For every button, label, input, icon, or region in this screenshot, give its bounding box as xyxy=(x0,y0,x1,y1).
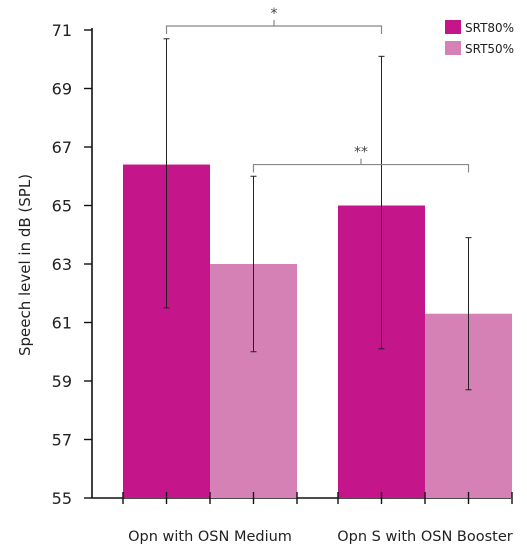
y-tick-label: 63 xyxy=(52,255,72,274)
y-tick-label: 71 xyxy=(52,21,72,40)
y-tick-label: 67 xyxy=(52,138,72,157)
legend-label: SRT80% xyxy=(465,21,514,35)
y-tick-label: 65 xyxy=(52,197,72,216)
y-tick-label: 69 xyxy=(52,80,72,99)
significance-bracket xyxy=(165,25,383,34)
plot-area: 55 57 59 61 63 65 67 69 71 Opn with OSN Medium Opn… xyxy=(52,6,514,545)
significance-bracket xyxy=(252,163,470,173)
y-tick-label: 59 xyxy=(52,372,72,391)
y-axis-label: Speech level in dB (SPL) xyxy=(16,174,34,356)
legend-swatch xyxy=(445,20,461,34)
significance-label: ** xyxy=(354,145,368,161)
category-label: Opn S with OSN Booster xyxy=(337,529,513,545)
y-tick-label: 57 xyxy=(52,431,72,450)
category-label: Opn with OSN Medium xyxy=(128,529,292,545)
y-tick-label: 61 xyxy=(52,314,72,333)
y-tick-label: 55 xyxy=(52,489,72,508)
legend-swatch xyxy=(445,41,461,55)
legend-label: SRT50% xyxy=(465,42,514,56)
significance-label: * xyxy=(271,6,278,22)
